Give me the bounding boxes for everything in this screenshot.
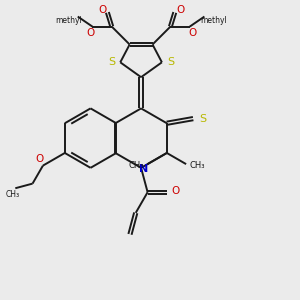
Text: S: S [167, 57, 174, 67]
Text: methyl: methyl [55, 16, 82, 25]
Text: O: O [98, 5, 106, 15]
Text: CH₃: CH₃ [190, 161, 205, 170]
Text: O: O [172, 186, 180, 196]
Text: CH₃: CH₃ [6, 190, 20, 199]
Text: S: S [199, 114, 206, 124]
Text: CH₃: CH₃ [128, 161, 144, 170]
Text: O: O [35, 154, 44, 164]
Text: S: S [108, 57, 115, 67]
Text: O: O [189, 28, 197, 38]
Text: methyl: methyl [201, 16, 227, 25]
Text: N: N [139, 164, 148, 174]
Text: O: O [86, 28, 94, 38]
Text: O: O [176, 5, 184, 15]
